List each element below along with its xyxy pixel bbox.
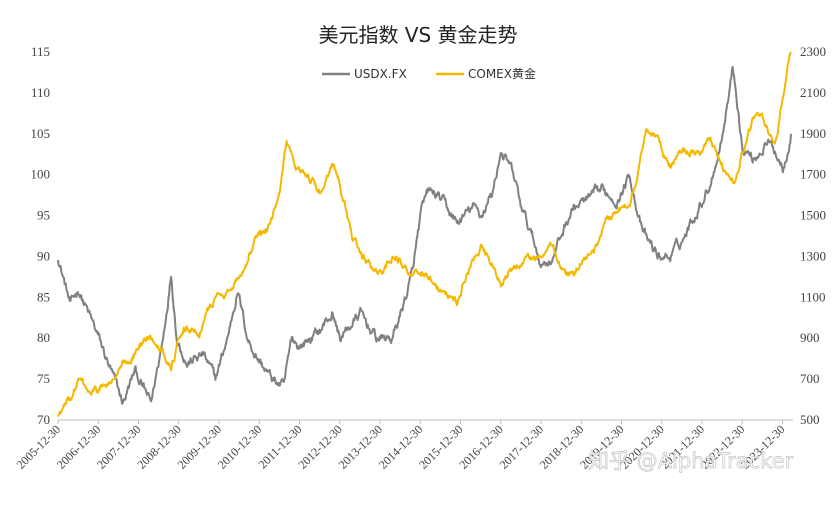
y-right-tick-label: 1500	[800, 208, 826, 223]
y-right-tick-label: 2100	[800, 85, 826, 100]
axes: 70 75 80 85 90 95 100 105 110 115 500 700 900 1100 130…	[14, 44, 826, 472]
y-right-tick-label: 1100	[800, 289, 826, 304]
series-line-usdx	[57, 65, 792, 405]
y-left-tick-label: 110	[31, 85, 50, 100]
y-right-tick-label: 500	[800, 412, 820, 427]
y-right-tick-label: 900	[800, 330, 820, 345]
chart-title: 美元指数 VS 黄金走势	[318, 23, 517, 47]
y-left-tick-label: 90	[37, 248, 50, 263]
y-right-tick-label: 1300	[800, 248, 826, 263]
y-left-tick-label: 85	[37, 289, 50, 304]
y-left-tick-label: 80	[37, 330, 50, 345]
legend-label: COMEX黄金	[468, 66, 536, 81]
y-right-tick-label: 700	[800, 371, 820, 386]
y-left-tick-label: 105	[31, 126, 51, 141]
y-left-tick-label: 75	[37, 371, 50, 386]
series-line-gold	[57, 51, 792, 417]
y-left-tick-label: 115	[31, 44, 50, 59]
legend-label: USDX.FX	[354, 67, 407, 81]
legend: USDX.FX COMEX黄金	[322, 66, 536, 81]
y-right-tick-label: 2300	[800, 44, 826, 59]
watermark: 知乎 @AlphaTracker	[588, 449, 794, 473]
y-left-tick-label: 95	[37, 208, 50, 223]
y-left-tick-label: 100	[31, 167, 51, 182]
y-right-tick-label: 1700	[800, 167, 826, 182]
series-layer	[57, 51, 792, 417]
y-left-tick-label: 70	[37, 412, 50, 427]
y-right-tick-label: 1900	[800, 126, 826, 141]
